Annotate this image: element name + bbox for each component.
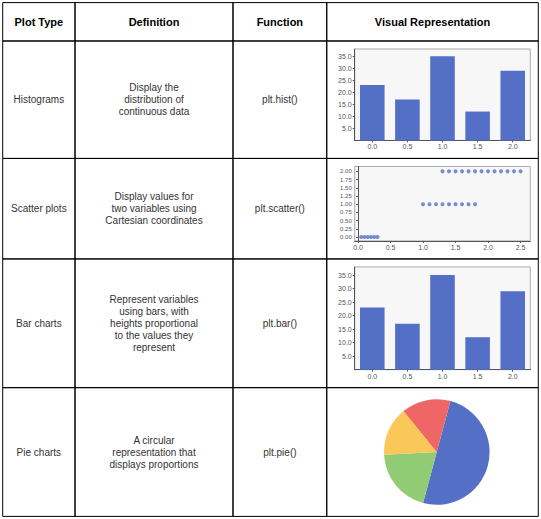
svg-text:0.75: 0.75 [340,209,352,215]
svg-text:continuous data: continuous data [119,106,190,117]
svg-text:25.0: 25.0 [338,299,352,306]
svg-text:Represent variables: Represent variables [110,294,199,305]
svg-text:A circular: A circular [133,435,175,446]
svg-text:20.0: 20.0 [338,312,352,319]
svg-text:1.5: 1.5 [473,143,483,150]
svg-text:0.5: 0.5 [403,143,413,150]
svg-text:using bars, with: using bars, with [119,306,188,317]
svg-text:heights proportional: heights proportional [110,318,198,329]
svg-text:10.0: 10.0 [338,339,352,346]
svg-text:25.0: 25.0 [338,77,352,84]
svg-text:1.25: 1.25 [340,193,352,199]
svg-text:10.0: 10.0 [338,113,352,120]
svg-text:Plot Type: Plot Type [15,16,64,28]
svg-text:plt.scatter(): plt.scatter() [255,203,305,214]
svg-text:representation that: representation that [112,447,196,458]
svg-text:30.0: 30.0 [338,65,352,72]
svg-text:5.0: 5.0 [342,353,352,360]
svg-text:2.0: 2.0 [483,244,493,251]
svg-text:35.0: 35.0 [338,272,352,279]
svg-text:Display the: Display the [129,82,179,93]
svg-text:Bar charts: Bar charts [16,318,62,329]
svg-text:0.0: 0.0 [367,143,377,150]
svg-text:Visual Representation: Visual Representation [375,16,491,28]
svg-text:plt.pie(): plt.pie() [263,447,296,458]
svg-text:0.0: 0.0 [353,244,363,251]
svg-text:15.0: 15.0 [338,326,352,333]
svg-text:Pie charts: Pie charts [17,447,61,458]
svg-text:distribution of: distribution of [124,94,184,105]
svg-text:0.5: 0.5 [403,373,413,380]
svg-text:1.0: 1.0 [438,143,448,150]
svg-text:0.0: 0.0 [367,373,377,380]
svg-text:1.0: 1.0 [438,373,448,380]
svg-text:2.0: 2.0 [508,373,518,380]
svg-text:15.0: 15.0 [338,101,352,108]
svg-text:Definition: Definition [129,16,180,28]
svg-text:Function: Function [257,16,304,28]
svg-text:Cartesian coordinates: Cartesian coordinates [105,215,202,226]
svg-text:1.00: 1.00 [340,201,352,207]
svg-text:1.5: 1.5 [451,244,461,251]
svg-text:0.50: 0.50 [340,218,352,224]
svg-text:Display values for: Display values for [115,191,195,202]
svg-text:to the values they: to the values they [115,330,193,341]
svg-text:1.5: 1.5 [473,373,483,380]
svg-text:20.0: 20.0 [338,89,352,96]
svg-text:plt.bar(): plt.bar() [263,318,297,329]
svg-text:1.50: 1.50 [340,185,352,191]
svg-text:two variables using: two variables using [111,203,196,214]
svg-text:1.0: 1.0 [418,244,428,251]
svg-text:1.75: 1.75 [340,177,352,183]
svg-text:2.5: 2.5 [516,244,526,251]
svg-text:displays proportions: displays proportions [110,459,199,470]
svg-text:plt.hist(): plt.hist() [262,94,298,105]
svg-text:2.00: 2.00 [340,168,352,174]
svg-text:30.0: 30.0 [338,285,352,292]
svg-text:0.5: 0.5 [386,244,396,251]
svg-text:Histograms: Histograms [14,94,65,105]
svg-text:0.25: 0.25 [340,226,352,232]
svg-text:5.0: 5.0 [342,125,352,132]
svg-text:35.0: 35.0 [338,53,352,60]
svg-text:Scatter plots: Scatter plots [11,203,67,214]
svg-text:represent: represent [133,342,175,353]
svg-text:0.00: 0.00 [340,234,352,240]
svg-text:2.0: 2.0 [508,143,518,150]
